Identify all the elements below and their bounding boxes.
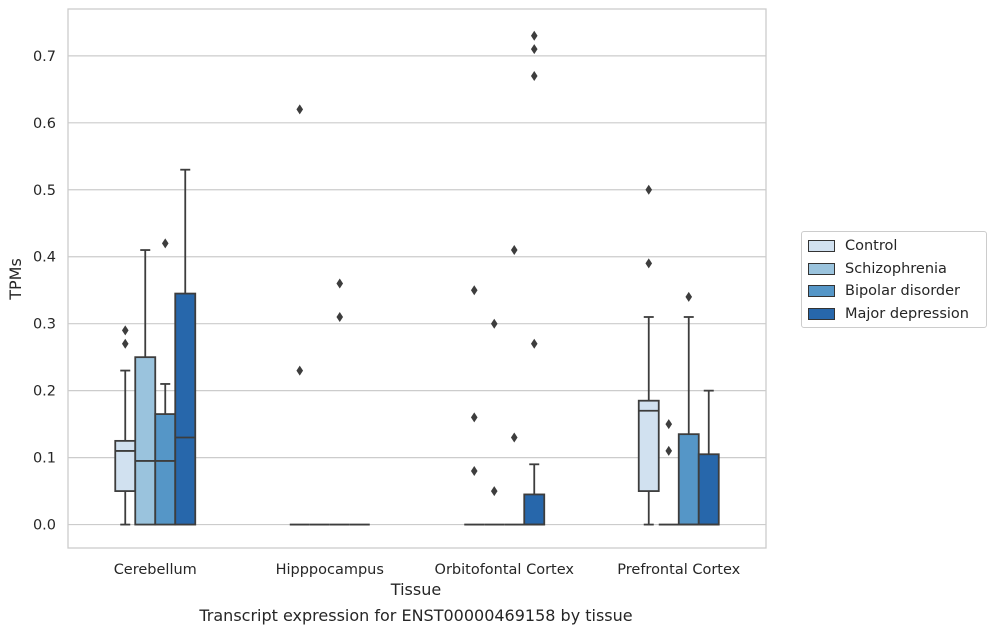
iqr-box bbox=[523, 493, 546, 526]
x-tick-label: Hipppocampus bbox=[276, 562, 384, 578]
plot-frame bbox=[67, 8, 767, 549]
legend-item: Control bbox=[802, 235, 986, 258]
outlier-point bbox=[296, 104, 304, 115]
iqr-box bbox=[134, 356, 157, 526]
legend-swatch bbox=[808, 285, 835, 298]
box-major-depression bbox=[174, 168, 197, 526]
outlier-point bbox=[530, 70, 538, 81]
x-tick-label: Orbitofontal Cortex bbox=[435, 562, 575, 578]
outlier-point bbox=[530, 44, 538, 55]
box-major-depression bbox=[697, 389, 720, 526]
box-schizophrenia bbox=[134, 249, 157, 526]
x-tick-labels: Cerebellum Hipppocampus Orbitofontal Corte… bbox=[114, 562, 741, 578]
outlier-point bbox=[336, 312, 344, 322]
box-major-depression bbox=[523, 30, 546, 526]
legend-item: Major depression bbox=[802, 303, 986, 326]
y-tick-label: 0.5 bbox=[33, 183, 56, 199]
box-bipolar-disorder bbox=[329, 278, 350, 526]
box-bipolar-disorder bbox=[677, 291, 700, 526]
y-tick-label: 0.7 bbox=[33, 49, 56, 65]
outlier-point bbox=[470, 412, 478, 423]
x-tick-label: Cerebellum bbox=[114, 562, 197, 578]
iqr-box bbox=[174, 292, 197, 526]
outlier-point bbox=[665, 445, 673, 456]
box-control bbox=[637, 184, 660, 526]
iqr-box bbox=[114, 439, 137, 492]
outlier-point bbox=[685, 291, 693, 302]
legend-label: Control bbox=[845, 238, 898, 255]
box-plots bbox=[114, 30, 720, 526]
box-bipolar-disorder bbox=[154, 238, 177, 526]
y-tick-label: 0.1 bbox=[33, 451, 56, 467]
outlier-point bbox=[645, 258, 653, 269]
y-tick-label: 0.4 bbox=[33, 250, 56, 266]
box-control bbox=[289, 104, 310, 526]
box-schizophrenia bbox=[484, 318, 505, 526]
outlier-point bbox=[161, 238, 169, 249]
outlier-point bbox=[490, 486, 498, 497]
outlier-point bbox=[121, 338, 129, 349]
y-axis-label: TPMs bbox=[6, 258, 25, 301]
y-tick-label: 0.2 bbox=[33, 384, 56, 400]
outlier-point bbox=[470, 466, 478, 476]
legend-item: Bipolar disorder bbox=[802, 280, 986, 303]
iqr-box bbox=[677, 433, 700, 526]
x-tick-label: Prefrontal Cortex bbox=[617, 562, 740, 578]
outlier-point bbox=[530, 30, 538, 41]
y-tick-label: 0.6 bbox=[33, 116, 56, 132]
chart-caption: Transcript expression for ENST0000046915… bbox=[199, 606, 633, 625]
legend-swatch bbox=[808, 307, 835, 320]
box-control bbox=[464, 285, 485, 526]
y-tick-labels: 0.0 0.1 0.2 0.3 0.4 0.5 0.6 0.7 bbox=[33, 49, 56, 534]
box-schizophrenia bbox=[658, 419, 679, 526]
legend-swatch bbox=[808, 262, 835, 275]
box-control bbox=[114, 325, 137, 526]
legend-label: Schizophrenia bbox=[845, 260, 947, 277]
iqr-box bbox=[154, 413, 177, 526]
y-tick-label: 0.3 bbox=[33, 317, 56, 333]
outlier-point bbox=[510, 432, 518, 443]
outlier-point bbox=[470, 285, 478, 296]
outlier-point bbox=[296, 365, 304, 376]
iqr-box bbox=[697, 453, 720, 526]
legend: Control Schizophrenia Bipolar disorder Majo… bbox=[801, 231, 987, 328]
legend-item: Schizophrenia bbox=[802, 258, 986, 281]
outlier-point bbox=[121, 325, 129, 336]
outlier-point bbox=[530, 338, 538, 349]
box-bipolar-disorder bbox=[504, 245, 525, 526]
iqr-box bbox=[637, 399, 660, 492]
legend-label: Major depression bbox=[845, 305, 969, 322]
legend-label: Bipolar disorder bbox=[845, 283, 960, 300]
outlier-point bbox=[510, 245, 518, 256]
outlier-point bbox=[665, 419, 673, 430]
outlier-point bbox=[336, 278, 344, 289]
outlier-point bbox=[645, 184, 653, 195]
x-axis-label: Tissue bbox=[390, 580, 441, 599]
outlier-point bbox=[490, 318, 498, 329]
y-tick-label: 0.0 bbox=[33, 518, 56, 534]
legend-swatch bbox=[808, 240, 835, 253]
